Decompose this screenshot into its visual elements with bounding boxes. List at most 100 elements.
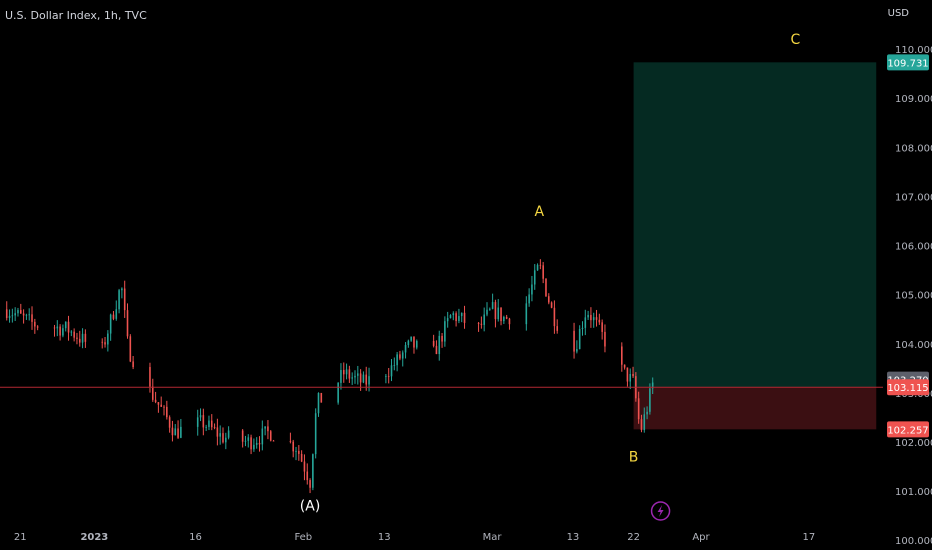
candle-body (107, 333, 109, 345)
candle-body (163, 406, 165, 408)
candle-body (247, 437, 250, 441)
candle-body (53, 327, 56, 329)
candle-body (553, 307, 556, 327)
candle-body (121, 288, 123, 291)
candle-body (166, 406, 168, 418)
candle-body (533, 270, 536, 285)
candle-body (646, 411, 648, 415)
candle-body (118, 290, 120, 310)
candle-body (525, 303, 528, 325)
candle-body (309, 480, 311, 488)
candle-body (14, 313, 16, 316)
candle-body (494, 302, 497, 320)
candle-body (449, 315, 452, 319)
candle-body (202, 415, 205, 428)
candle-body (432, 341, 435, 346)
candle-body (362, 374, 365, 383)
candle-body (503, 316, 505, 322)
price-label-entry: 103.115 (887, 383, 928, 394)
candle-body (160, 404, 163, 407)
candle-body (486, 309, 488, 315)
price-axis: 100.000101.000102.000103.000104.000105.0… (887, 45, 932, 547)
candle-body (317, 392, 320, 414)
candle-body (348, 369, 351, 379)
candle-body (573, 330, 575, 352)
lightning-icon (650, 501, 671, 521)
price-tick-label: 101.000 (895, 487, 932, 498)
candle-body (78, 338, 81, 343)
candle-body (649, 388, 651, 412)
candle-body (640, 419, 643, 431)
profit-zone (633, 62, 877, 388)
candle-body (244, 440, 247, 442)
price-tick-label: 110.000 (895, 45, 932, 56)
candle-body (269, 431, 272, 441)
wave-label: (A) (300, 499, 321, 515)
candle-body (590, 314, 592, 321)
candle-body (483, 314, 485, 325)
candle-body (491, 302, 494, 309)
candle-body (292, 441, 295, 452)
candle-body (151, 386, 154, 400)
candle-body (401, 352, 404, 359)
candle-body (81, 333, 84, 343)
candle-body (241, 430, 244, 442)
time-tick-label: Mar (483, 532, 503, 543)
candle-body (368, 376, 370, 385)
candle-body (584, 317, 587, 328)
candle-body (651, 382, 654, 389)
candle-body (621, 346, 623, 365)
candle-body (404, 345, 407, 353)
candle-body (34, 321, 36, 327)
candle-body (460, 312, 463, 317)
time-tick-label: Feb (294, 532, 312, 543)
candle-body (216, 427, 219, 437)
candle-body (295, 450, 297, 452)
time-axis: 21 2023 16 Feb 13 Mar 13 22 Apr 17 (14, 532, 815, 543)
candle-body (264, 426, 266, 429)
position-zones (633, 62, 877, 430)
chart-overlay: (A) A B C (0, 32, 883, 521)
candles (5, 259, 654, 494)
candle-body (359, 373, 362, 383)
candle-body (219, 433, 221, 437)
price-label-stop: 102.257 (887, 425, 928, 436)
time-tick-label: 13 (567, 532, 580, 543)
time-tick-label: 13 (378, 532, 391, 543)
candle-body (28, 314, 31, 316)
candle-body (314, 413, 317, 455)
candle-body (258, 442, 261, 445)
candle-body (587, 314, 589, 318)
candle-body (109, 314, 112, 334)
candle-body (528, 294, 530, 304)
price-tick-label: 104.000 (895, 340, 932, 351)
wave-label: A (534, 204, 544, 220)
candle-body (351, 377, 353, 379)
candle-body (550, 302, 553, 308)
candle-body (298, 450, 300, 454)
candle-body (387, 376, 390, 377)
candle-body (598, 319, 601, 323)
time-tick-label: 2023 (80, 532, 108, 543)
candle-body (213, 427, 216, 428)
candle-body (64, 321, 67, 329)
candle-body (545, 278, 547, 297)
candle-body (157, 402, 160, 405)
candle-body (112, 314, 115, 319)
candle-body (168, 417, 171, 428)
candle-body (123, 288, 126, 311)
candle-body (62, 328, 64, 336)
price-label-badge (887, 421, 929, 438)
candle-body (56, 326, 59, 329)
price-label-badge (887, 54, 929, 71)
candle-body (199, 415, 202, 418)
candle-body (261, 428, 264, 445)
candle-body (497, 307, 500, 320)
currency-label: USD (887, 8, 909, 19)
candle-body (104, 342, 106, 345)
candle-body (592, 317, 595, 321)
chart-title: U.S. Dollar Index, 1h, TVC (5, 9, 147, 22)
candle-body (272, 440, 275, 442)
candle-body (477, 322, 480, 324)
